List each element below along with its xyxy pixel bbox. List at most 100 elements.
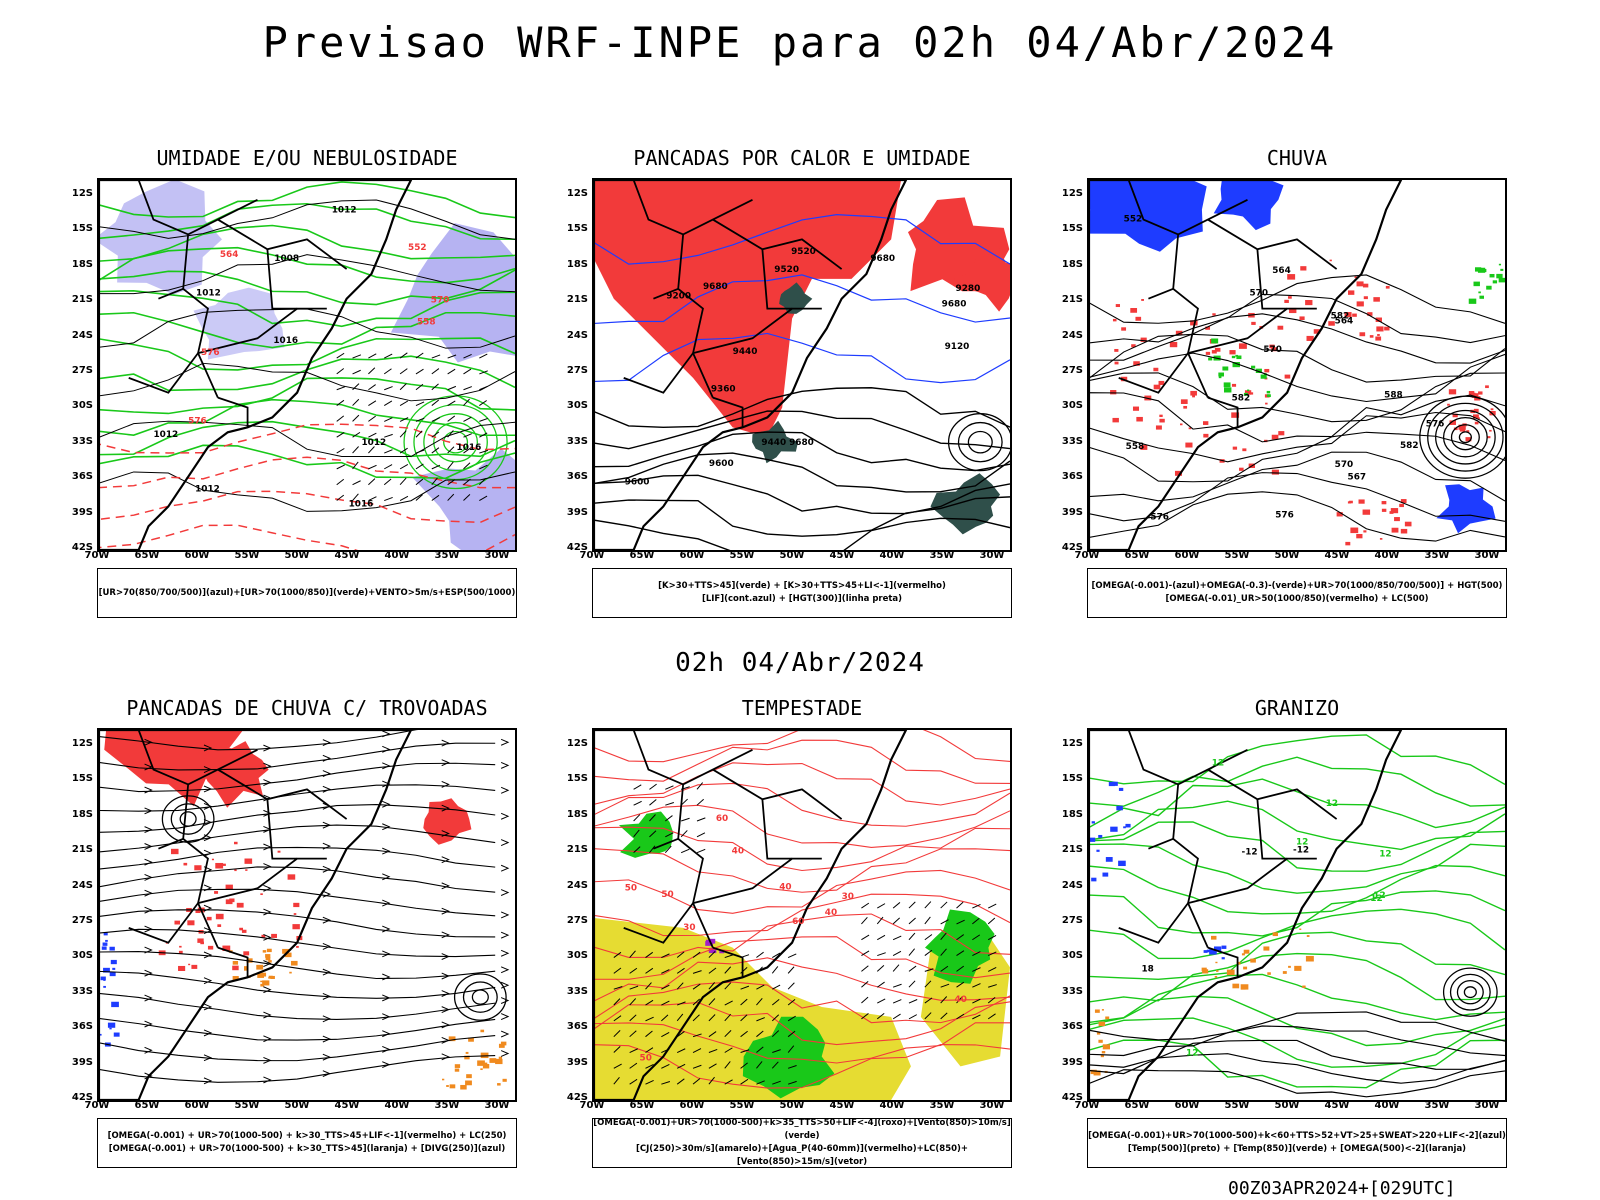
panel-title: UMIDADE E/OU NEBULOSIDADE (156, 146, 458, 170)
field-blob (390, 223, 515, 363)
lat-tick-label: 15S (566, 773, 588, 785)
field-speckle (1477, 417, 1480, 420)
map-frame: 9680 9680 9680 9680 9600 9600 9520 9520 9440 9440… (592, 178, 1012, 552)
contour-line (594, 893, 1010, 937)
field-speckle (1188, 427, 1192, 430)
field-speckle (1089, 837, 1096, 842)
wind-vector (876, 916, 884, 925)
contour-line (1089, 1025, 1505, 1057)
wind-vector (740, 1049, 750, 1053)
wind-vector (463, 368, 472, 375)
lat-tick-label: 39S (1061, 506, 1083, 518)
lat-tick-label: 27S (1061, 915, 1083, 926)
cyclone-ring (170, 803, 206, 835)
field-speckle (246, 958, 253, 963)
field-speckle (1498, 263, 1502, 266)
wind-vector (431, 417, 441, 422)
field-speckle (1112, 417, 1119, 423)
field-speckle (1255, 368, 1262, 374)
wind-vector (645, 999, 654, 1006)
field-speckle (454, 1068, 460, 1072)
wind-vector (708, 982, 716, 990)
lat-tick-label: 42S (566, 1092, 588, 1103)
contour-line (594, 332, 1010, 384)
contour-line (1089, 411, 1505, 463)
lon-tick-label: 50W (284, 550, 310, 561)
lon-tick-label: 65W (134, 550, 160, 561)
field-speckle (1232, 446, 1238, 450)
country-border (1118, 902, 1189, 944)
stream-arrow (144, 1046, 153, 1054)
country-border (692, 857, 822, 904)
lat-tick-label: 27S (71, 365, 93, 376)
field-speckle (465, 1080, 472, 1086)
wind-vector (708, 950, 716, 958)
country-border (1148, 837, 1174, 850)
lat-tick-label: 39S (71, 506, 93, 518)
lat-tick-label: 42S (1061, 1092, 1083, 1103)
wind-vector (629, 1014, 637, 1022)
field-speckle (176, 922, 180, 924)
contour-label: 582 (1331, 312, 1350, 322)
wind-vector (613, 998, 621, 1006)
stream-arrow (322, 865, 332, 873)
lon-tick-label: 60W (679, 1100, 705, 1111)
country-border (1127, 180, 1248, 236)
field-speckle (1377, 334, 1380, 336)
wind-vector (987, 917, 996, 925)
lat-tick-label: 42S (71, 1092, 93, 1103)
wind-vector (908, 932, 916, 941)
wind-vector (696, 817, 706, 822)
lat-tick-label: 36S (566, 471, 588, 483)
field-speckle (244, 858, 253, 864)
wind-vector (352, 431, 361, 438)
lon-tick-label: 40W (879, 550, 905, 561)
wind-vector (676, 1078, 685, 1085)
field-speckle (1192, 395, 1195, 398)
wind-vector (940, 965, 949, 972)
wind-vector (956, 919, 965, 925)
field-speckle (1345, 541, 1351, 546)
field-speckle (241, 929, 247, 933)
wind-vector (956, 1013, 965, 1020)
lat-tick-label: 27S (566, 365, 588, 376)
wind-vector (892, 964, 900, 972)
field-speckle (102, 942, 108, 946)
map-frame: 40 40 40 50 50 60 60 30 30 50 40 (592, 728, 1012, 1102)
field-speckle (1241, 953, 1245, 956)
field-speckle (215, 862, 224, 869)
lon-tick-label: 60W (184, 1100, 210, 1111)
contour-line (594, 762, 1010, 806)
lon-tick-label: 45W (829, 1100, 855, 1111)
wind-vector (399, 352, 408, 359)
cyclone-ring (1435, 409, 1496, 465)
wind-vector (399, 368, 408, 375)
wind-vector (771, 1014, 780, 1022)
stream-arrow (441, 907, 450, 915)
stream-arrow (441, 739, 450, 747)
field-speckle (1468, 298, 1477, 304)
lat-tick-label: 24S (566, 329, 588, 341)
stream-arrow (322, 1035, 332, 1043)
wind-vector (633, 829, 640, 838)
country-border (632, 180, 753, 236)
field-speckle (1140, 445, 1148, 450)
country-border (1187, 307, 1317, 354)
field-speckle (1229, 350, 1236, 355)
contour-label: -12 (1242, 848, 1258, 858)
stream-arrow (500, 839, 510, 846)
wind-vector (680, 848, 690, 854)
field-speckle (1266, 394, 1271, 398)
wind-vector (463, 447, 472, 454)
field-speckle (1231, 412, 1240, 418)
wind-vector (661, 1000, 670, 1006)
field-speckle (260, 893, 263, 896)
legend-line: [UR>70(850/700/500)](azul)+[UR>70(1000/8… (98, 587, 516, 598)
stream-arrow (263, 933, 272, 941)
field-speckle (1203, 433, 1209, 438)
contour-line (99, 471, 515, 512)
wind-vector (447, 385, 457, 391)
field-speckle (1244, 390, 1252, 395)
streamline (99, 970, 496, 999)
field-speckle (200, 941, 204, 945)
